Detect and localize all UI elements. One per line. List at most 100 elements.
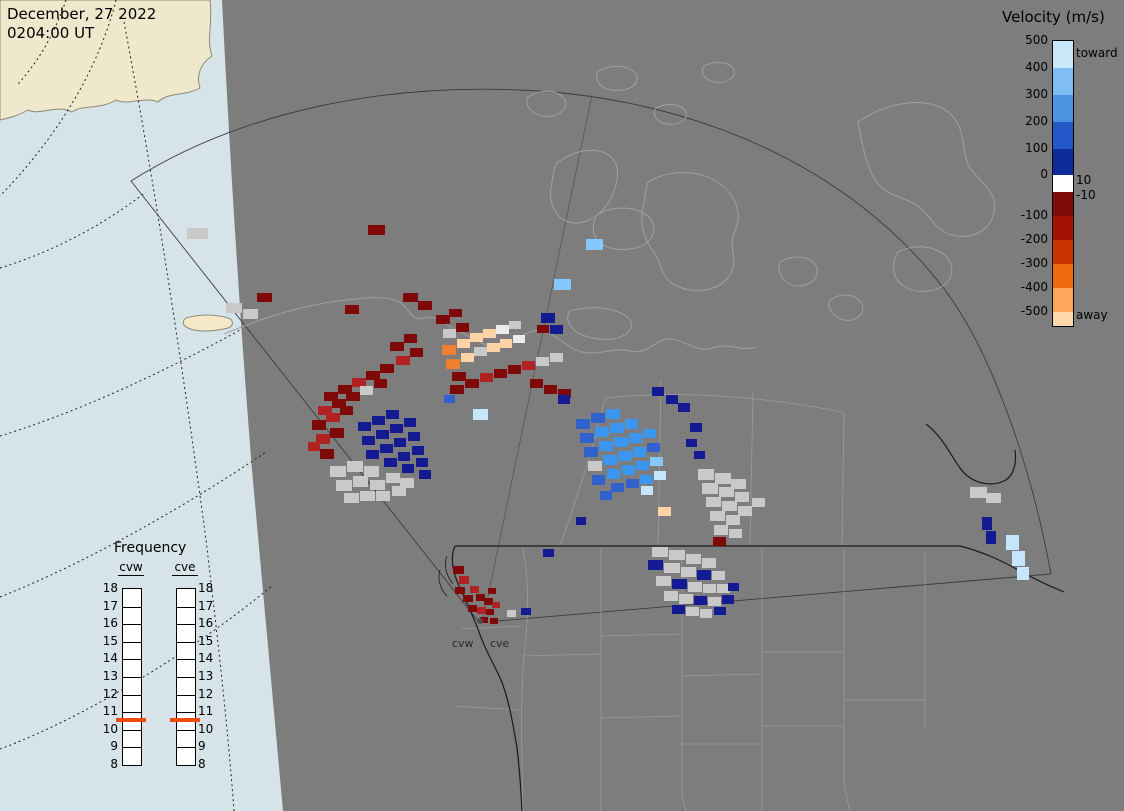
velocity-cell bbox=[654, 471, 666, 480]
velocity-cell bbox=[452, 372, 466, 381]
velocity-cell bbox=[352, 378, 366, 387]
velocity-cell bbox=[650, 457, 663, 466]
frequency-scale-line bbox=[177, 712, 195, 714]
velocity-cell bbox=[610, 423, 624, 433]
velocity-cell bbox=[700, 609, 712, 618]
velocity-cell bbox=[418, 301, 432, 310]
velocity-cell bbox=[362, 436, 375, 445]
velocity-cell bbox=[257, 293, 272, 302]
velocity-cell bbox=[719, 487, 734, 497]
frequency-tick-12: 12 bbox=[102, 686, 118, 701]
velocity-cell bbox=[679, 594, 693, 604]
frequency-scale-line bbox=[177, 641, 195, 643]
velocity-cell bbox=[366, 371, 380, 380]
velocity-cell bbox=[1012, 551, 1025, 566]
velocity-cell bbox=[1017, 567, 1029, 580]
velocity-cell bbox=[702, 483, 718, 494]
velocity-cell bbox=[614, 437, 628, 447]
velocity-cell bbox=[392, 486, 406, 496]
graticule bbox=[0, 0, 273, 811]
velocity-cell bbox=[703, 584, 716, 593]
velocity-cell bbox=[390, 342, 404, 351]
velocity-tick-away: away bbox=[1076, 308, 1108, 322]
velocity-cell bbox=[626, 479, 639, 488]
velocity-cell bbox=[522, 361, 535, 370]
radar-label-cve: cve bbox=[490, 637, 510, 650]
frequency-tick-10: 10 bbox=[198, 721, 214, 736]
velocity-cell bbox=[457, 339, 470, 348]
velocity-cell bbox=[537, 325, 549, 333]
velocity-cell bbox=[738, 506, 752, 516]
frequency-tick-16: 16 bbox=[102, 616, 118, 631]
time-text: 0204:00 UT bbox=[7, 23, 95, 42]
velocity-cell bbox=[308, 442, 320, 451]
frequency-tick-8: 8 bbox=[198, 757, 206, 771]
velocity-cell bbox=[338, 385, 352, 394]
velocity-cell bbox=[483, 329, 496, 338]
velocity-cell bbox=[652, 547, 668, 557]
velocity-cells-layer bbox=[187, 225, 1029, 624]
colorbar-segment bbox=[1053, 149, 1073, 175]
velocity-cell bbox=[450, 385, 464, 394]
frequency-column-cve: cve bbox=[172, 560, 198, 576]
velocity-cell bbox=[344, 493, 359, 503]
velocity-cell bbox=[672, 579, 687, 589]
frequency-tick-13: 13 bbox=[102, 669, 118, 683]
frequency-scale-line bbox=[177, 747, 195, 749]
velocity-cell bbox=[536, 357, 549, 366]
velocity-cell bbox=[376, 430, 389, 439]
frequency-scale-cvw bbox=[122, 588, 142, 766]
frequency-scale-line bbox=[123, 624, 141, 626]
velocity-cell bbox=[476, 594, 485, 601]
velocity-cell bbox=[586, 239, 603, 250]
velocity-cell bbox=[652, 387, 664, 396]
velocity-cell bbox=[541, 313, 555, 323]
velocity-cell bbox=[647, 443, 660, 452]
velocity-cell bbox=[664, 591, 678, 601]
velocity-cell bbox=[576, 517, 586, 525]
velocity-cell bbox=[558, 389, 571, 398]
velocity-cell bbox=[633, 447, 646, 457]
velocity-cell bbox=[694, 596, 707, 605]
velocity-cell bbox=[636, 461, 649, 470]
frequency-scale-line bbox=[123, 712, 141, 714]
velocity-cell bbox=[380, 364, 394, 373]
velocity-cell bbox=[494, 369, 507, 378]
velocity-cell bbox=[400, 478, 414, 488]
velocity-cell bbox=[982, 517, 992, 530]
velocity-tick--300: -300 bbox=[1020, 256, 1048, 270]
velocity-cell bbox=[316, 434, 330, 444]
velocity-cell bbox=[641, 486, 653, 495]
velocity-tick-100: 100 bbox=[1025, 141, 1048, 155]
velocity-cell bbox=[669, 550, 685, 560]
velocity-cell bbox=[459, 576, 469, 584]
velocity-cell bbox=[243, 309, 258, 319]
colorbar-segment bbox=[1053, 95, 1073, 122]
colorbar-segment bbox=[1053, 288, 1073, 312]
ocean bbox=[0, 0, 283, 811]
colorbar-segment bbox=[1053, 240, 1073, 264]
velocity-cell bbox=[326, 413, 340, 422]
velocity-cell bbox=[625, 419, 638, 429]
velocity-cell bbox=[509, 321, 521, 329]
velocity-cell bbox=[656, 576, 671, 586]
velocity-cell bbox=[640, 475, 653, 484]
velocity-cell bbox=[496, 325, 509, 334]
frequency-scale-line bbox=[123, 747, 141, 749]
frequency-scale-line bbox=[177, 677, 195, 678]
velocity-cell bbox=[318, 406, 332, 415]
velocity-cell bbox=[530, 379, 543, 388]
velocity-cell bbox=[470, 586, 479, 593]
velocity-cell bbox=[360, 491, 375, 501]
velocity-cell bbox=[698, 469, 714, 480]
land-alaska bbox=[0, 0, 213, 121]
frequency-scale-line bbox=[123, 641, 141, 643]
velocity-cell bbox=[386, 473, 400, 483]
velocity-cell bbox=[521, 608, 531, 615]
frequency-scale-line bbox=[177, 624, 195, 626]
velocity-cell bbox=[666, 395, 678, 404]
velocity-cell bbox=[508, 365, 521, 374]
velocity-cell bbox=[364, 466, 379, 477]
velocity-cell bbox=[366, 450, 379, 459]
velocity-cell bbox=[970, 487, 987, 498]
